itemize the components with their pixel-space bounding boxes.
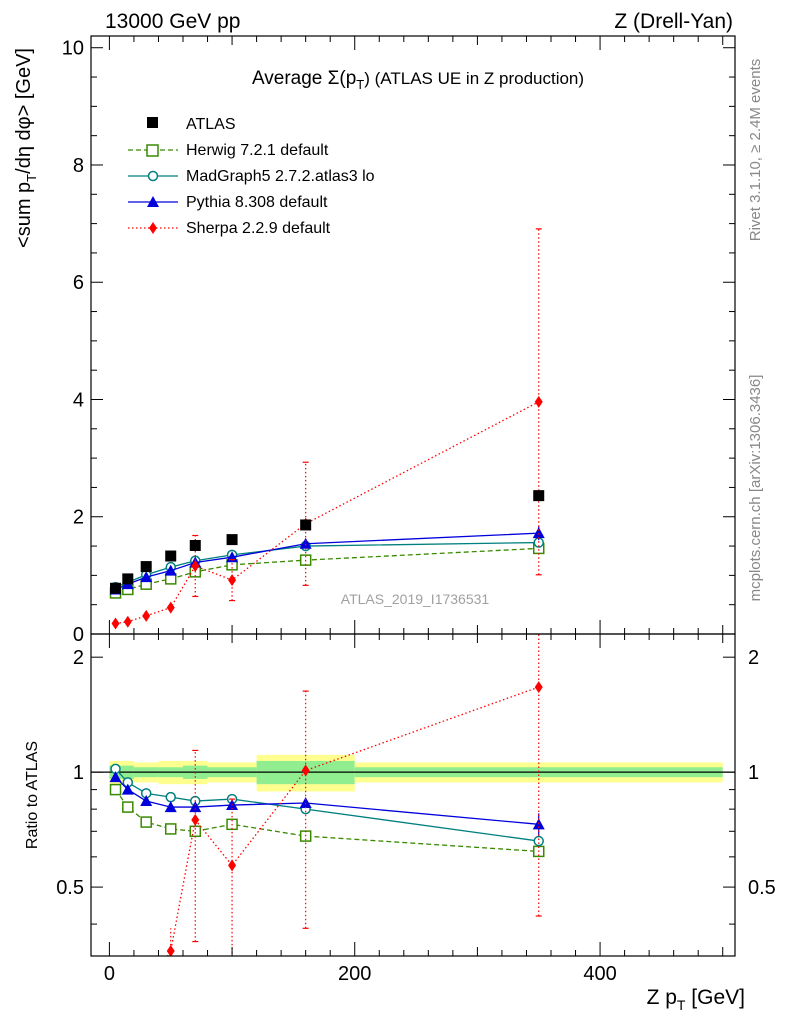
- ratio-point-madgraph: [165, 791, 176, 803]
- ratio-point-sherpa: [166, 945, 175, 956]
- legend-label-pythia: Pythia 8.308 default: [186, 194, 328, 211]
- main-y-tick-label: 6: [73, 272, 84, 294]
- main-point-pythia: [532, 527, 545, 539]
- main-point-sherpa: [191, 559, 200, 572]
- ratio-point-sherpa: [534, 681, 543, 694]
- main-line-madgraph: [115, 541, 539, 588]
- main-point-atlas: [300, 519, 312, 531]
- ratio-point-sherpa: [301, 764, 310, 777]
- main-point-atlas: [140, 561, 152, 573]
- main-y-tick-label: 2: [73, 507, 84, 529]
- ratio-point-sherpa: [228, 859, 237, 872]
- legend-marker-pythia: [147, 196, 159, 207]
- main-point-pythia: [299, 537, 312, 549]
- ratio-y-tick-label-right: 0.5: [748, 877, 776, 899]
- ratio-point-sherpa: [124, 1017, 132, 1024]
- main-line-herwig: [115, 547, 539, 594]
- main-point-atlas: [533, 490, 545, 502]
- mcplots-label: mcplots.cern.ch [arXiv:1306.3436]: [747, 375, 764, 602]
- main-point-atlas: [226, 534, 238, 546]
- header-right: Z (Drell-Yan): [614, 10, 733, 33]
- main-point-atlas: [122, 573, 134, 585]
- ratio-point-pythia: [164, 801, 177, 813]
- x-tick-label: 200: [338, 963, 371, 985]
- ratio-point-pythia: [121, 783, 134, 795]
- ratio-point-pythia: [299, 797, 312, 809]
- ratio-y-tick-label-right: 1: [748, 762, 759, 784]
- main-point-sherpa: [166, 601, 175, 614]
- main-title: Average Σ(pT) (ATLAS UE in Z production): [252, 68, 584, 92]
- x-tick-label: 0: [104, 963, 115, 985]
- main-point-atlas: [165, 550, 177, 562]
- ratio-point-sherpa: [191, 813, 200, 826]
- main-point-atlas: [189, 539, 201, 551]
- ratio-point-sherpa: [142, 983, 150, 995]
- legend: ATLAS Herwig 7.2.1 default MadGraph5 2.7…: [128, 116, 375, 237]
- legend-label-madgraph: MadGraph5 2.7.2.atlas3 lo: [186, 168, 375, 185]
- ratio-point-herwig: [164, 823, 177, 835]
- main-line-pythia: [115, 532, 539, 591]
- legend-marker-atlas: [147, 117, 158, 128]
- ratio-point-herwig: [140, 816, 152, 828]
- ratio-point-herwig: [122, 801, 134, 813]
- legend-marker-madgraph: [147, 170, 159, 182]
- main-point-atlas: [110, 582, 122, 594]
- main-y-tick-label: 0: [73, 624, 84, 646]
- main-y-tick-label: 4: [73, 389, 84, 411]
- ratio-point-pythia: [189, 801, 202, 813]
- main-y-label: <sum pT/dη dφ> [GeV]: [13, 48, 39, 248]
- main-point-sherpa: [534, 395, 543, 408]
- main-point-sherpa: [123, 615, 132, 628]
- main-point-sherpa: [111, 617, 120, 630]
- ratio-point-sherpa: [112, 1010, 120, 1022]
- main-y-tick-label: 10: [62, 38, 84, 60]
- legend-marker-sherpa: [149, 222, 157, 234]
- x-tick-label: 400: [583, 963, 616, 985]
- header-left: 13000 GeV pp: [105, 10, 240, 33]
- ratio-series-layer: [109, 634, 545, 1024]
- analysis-id: ATLAS_2019_I1736531: [341, 591, 490, 607]
- ratio-point-madgraph: [533, 835, 544, 847]
- ratio-bands: [91, 754, 735, 792]
- main-point-pythia: [164, 564, 177, 576]
- legend-label-atlas: ATLAS: [186, 116, 236, 133]
- legend-label-sherpa: Sherpa 2.2.9 default: [186, 220, 331, 237]
- legend-marker-herwig: [146, 144, 159, 157]
- ratio-line-sherpa: [166, 686, 539, 956]
- main-point-pythia: [140, 571, 153, 583]
- main-series-layer: [109, 228, 545, 630]
- main-point-sherpa: [142, 609, 151, 622]
- ratio-y-label: Ratio to ATLAS: [24, 741, 41, 849]
- x-axis-label: Z pT [GeV]: [647, 986, 745, 1013]
- ratio-y-tick-label-right: 2: [748, 647, 759, 669]
- ratio-y-tick-label: 2: [73, 647, 84, 669]
- rivet-label: Rivet 3.1.10, ≥ 2.4M events: [747, 59, 764, 242]
- ratio-point-pythia: [109, 771, 122, 783]
- ratio-y-tick-label: 0.5: [56, 877, 84, 899]
- ratio-point-herwig: [189, 825, 202, 838]
- ratio-point-herwig: [109, 783, 122, 796]
- main-y-tick-label: 8: [73, 155, 84, 177]
- ratio-point-pythia: [140, 795, 153, 807]
- ratio-y-tick-label: 1: [73, 762, 84, 784]
- ratio-plot-frame: [90, 633, 736, 957]
- main-point-sherpa: [228, 574, 237, 587]
- legend-label-herwig: Herwig 7.2.1 default: [186, 142, 329, 159]
